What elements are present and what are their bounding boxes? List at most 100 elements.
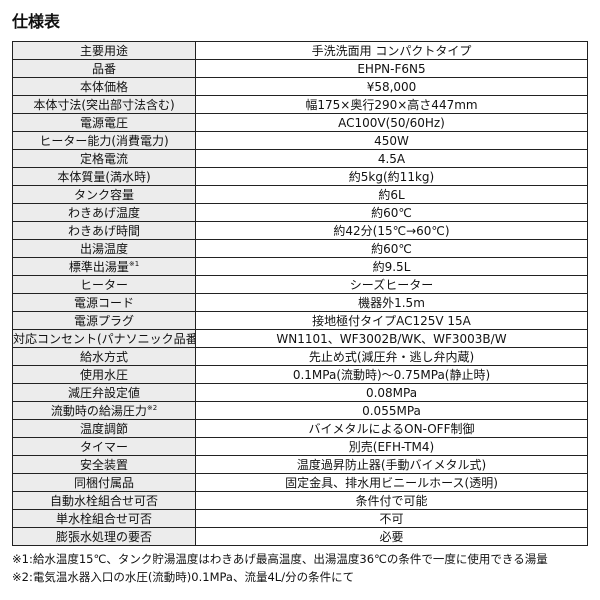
row-value: シーズヒーター [195,275,588,294]
row-label: 単水栓組合せ可否 [12,509,196,528]
row-label-text: 温度調節 [79,421,128,436]
row-value: 機器外1.5m [195,293,588,312]
table-row: 電源電圧 AC100V(50/60Hz) [12,113,588,132]
row-label: 対応コンセント(パナソニック品番) [12,329,196,348]
row-label-text: 品番 [91,61,116,76]
row-label-text: 流動時の給湯圧力 [50,403,147,418]
row-value: 必要 [195,527,588,546]
row-label: わきあげ時間 [12,221,196,240]
table-row: 定格電流 4.5A [12,149,588,168]
row-value: 不可 [195,509,588,528]
row-label: 自動水栓組合せ可否 [12,491,196,510]
row-label-text: 本体価格 [79,79,128,94]
row-value: 温度過昇防止器(手動バイメタル式) [195,455,588,474]
table-row: タンク容量 約6L [12,185,588,204]
spec-table-body: 主要用途 手洗洗面用 コンパクトタイプ品番 EHPN-F6N5 本体価格 ¥58,000… [12,41,588,546]
row-label: 主要用途 [12,41,196,60]
row-label-text: 本体質量(満水時) [57,169,151,184]
row-value: 先止め式(減圧弁・逃し弁内蔵) [195,347,588,366]
table-row: 対応コンセント(パナソニック品番) WN1101、WF3002B/WK、WF300… [12,329,588,348]
row-label-text: ヒーター能力(消費電力) [39,133,169,148]
table-row: 出湯温度 約60℃ [12,239,588,258]
row-label-text: 同梱付属品 [73,475,134,490]
row-label: 安全装置 [12,455,196,474]
row-value: AC100V(50/60Hz) [195,113,588,132]
table-row: 使用水圧 0.1MPa(流動時)～0.75MPa(静止時) [12,365,588,384]
row-label: 膨張水処理の要否 [12,527,196,546]
table-row: わきあげ時間 約42分(15℃→60℃) [12,221,588,240]
row-label-text: ヒーター [79,277,128,292]
footnote-2: ※2:電気温水器入口の水圧(流動時)0.1MPa、流量4L/分の条件にて [12,570,355,584]
table-row: 主要用途 手洗洗面用 コンパクトタイプ [12,41,588,60]
row-label-text: 減圧弁設定値 [67,385,140,400]
row-value: 0.055MPa [195,401,588,420]
table-row: 電源コード 機器外1.5m [12,293,588,312]
spec-table: 主要用途 手洗洗面用 コンパクトタイプ品番 EHPN-F6N5 本体価格 ¥58,000… [12,41,588,546]
row-value: 約9.5L [195,257,588,276]
table-row: 本体価格 ¥58,000 [12,77,588,96]
row-label-text: 自動水栓組合せ可否 [49,493,158,508]
row-label: 電源電圧 [12,113,196,132]
table-row: 単水栓組合せ可否 不可 [12,509,588,528]
row-value: 4.5A [195,149,588,168]
row-label-text: 給水方式 [79,349,128,364]
row-label: 電源プラグ [12,311,196,330]
row-label-text: 電源プラグ [73,313,134,328]
table-row: 本体寸法(突出部寸法含む) 幅175×奥行290×高さ447mm [12,95,588,114]
row-label: 出湯温度 [12,239,196,258]
row-value: 450W [195,131,588,150]
row-label-text: 単水栓組合せ可否 [55,511,152,526]
table-row: 減圧弁設定値 0.08MPa [12,383,588,402]
row-label-text: 使用水圧 [79,367,128,382]
table-row: 同梱付属品 固定金具、排水用ビニールホース(透明) [12,473,588,492]
row-label: 減圧弁設定値 [12,383,196,402]
table-row: 流動時の給湯圧力※2 0.055MPa [12,401,588,420]
row-value: 0.08MPa [195,383,588,402]
row-value: 別売(EFH-TM4) [195,437,588,456]
row-value: EHPN-F6N5 [195,59,588,78]
table-row: 自動水栓組合せ可否 条件付で可能 [12,491,588,510]
row-value: 約60℃ [195,239,588,258]
row-label-text: 出湯温度 [79,241,128,256]
row-label: 使用水圧 [12,365,196,384]
row-value: バイメタルによるON-OFF制御 [195,419,588,438]
table-row: 標準出湯量※1 約9.5L [12,257,588,276]
row-label-text: わきあげ温度 [67,205,140,220]
row-value: 手洗洗面用 コンパクトタイプ [195,41,588,60]
row-value: WN1101、WF3002B/WK、WF3003B/W [195,329,588,348]
table-row: 給水方式 先止め式(減圧弁・逃し弁内蔵) [12,347,588,366]
row-label: 品番 [12,59,196,78]
page-title: 仕様表 [12,12,61,31]
row-value: 約60℃ [195,203,588,222]
row-label-text: 標準出湯量 [68,259,129,274]
row-label: ヒーター能力(消費電力) [12,131,196,150]
row-label-text: タイマー [79,439,128,454]
page: 仕様表 主要用途 手洗洗面用 コンパクトタイプ品番 EHPN-F6N5 本体価格 ¥58… [12,12,588,584]
row-label: 温度調節 [12,419,196,438]
row-label-text: わきあげ時間 [67,223,140,238]
row-label-text: 定格電流 [79,151,128,166]
footnote-ref: ※1 [128,259,140,268]
row-label-text: 主要用途 [79,43,128,58]
row-label-text: 安全装置 [79,457,128,472]
table-row: 電源プラグ 接地極付タイプAC125V 15A [12,311,588,330]
row-value: 幅175×奥行290×高さ447mm [195,95,588,114]
table-row: タイマー 別売(EFH-TM4) [12,437,588,456]
table-row: 品番 EHPN-F6N5 [12,59,588,78]
row-label: 定格電流 [12,149,196,168]
row-value: 約6L [195,185,588,204]
row-label: 給水方式 [12,347,196,366]
row-label: 標準出湯量※1 [12,257,196,276]
row-label: 同梱付属品 [12,473,196,492]
row-label-text: タンク容量 [73,187,134,202]
row-value: ¥58,000 [195,77,588,96]
table-row: 温度調節 バイメタルによるON-OFF制御 [12,419,588,438]
table-row: 本体質量(満水時) 約5kg(約11kg) [12,167,588,186]
row-label: わきあげ温度 [12,203,196,222]
row-label: 本体価格 [12,77,196,96]
footnote-ref: ※2 [146,403,158,412]
row-label: タンク容量 [12,185,196,204]
row-value: 接地極付タイプAC125V 15A [195,311,588,330]
row-label-text: 電源電圧 [79,115,128,130]
row-label: 本体寸法(突出部寸法含む) [12,95,196,114]
